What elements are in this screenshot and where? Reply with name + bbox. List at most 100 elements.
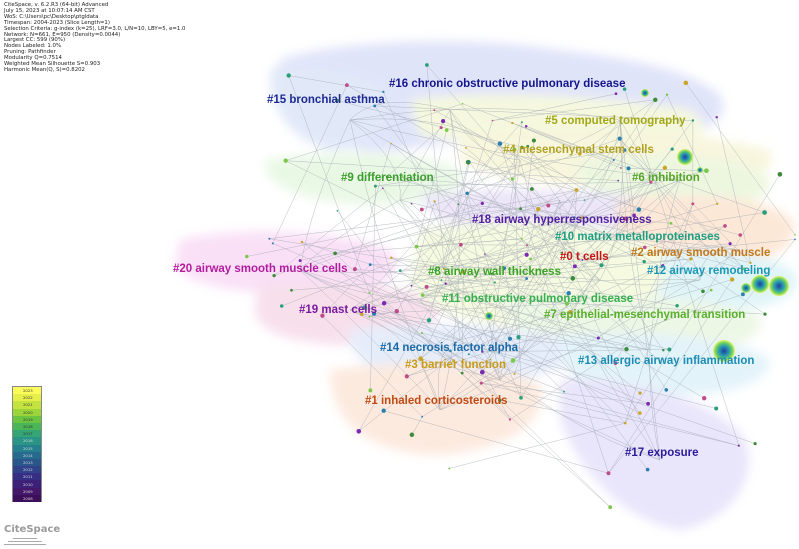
network-edge [391,257,616,364]
network-node [336,209,339,212]
label-c7[interactable]: #7 epithelial-mesenchymal transition [544,309,745,321]
network-edge [469,161,741,236]
network-node [638,391,642,395]
network-node [617,136,622,141]
label-c19[interactable]: #19 mast cells [299,304,377,316]
network-node [481,350,484,353]
network-node [444,128,449,132]
label-c20[interactable]: #20 airway smooth muscle cells [173,263,348,275]
legend-year-row: 2022 [13,394,41,402]
network-node [290,288,293,292]
label-c5[interactable]: #5 computed tomography [545,115,686,127]
label-c10[interactable]: #10 matrix metalloproteinases [555,231,720,243]
label-c18[interactable]: #18 airway hyperresponsiveness [472,214,652,226]
network-node [701,289,705,294]
label-c13[interactable]: #13 allergic airway inflammation [578,355,754,367]
network-edge [439,109,460,411]
network-edge [481,294,743,384]
network-node [580,216,584,220]
network-edge [553,199,561,241]
label-c9[interactable]: #9 differentiation [341,172,434,184]
network-node [440,279,443,281]
network-edge [465,147,539,210]
network-edge [349,108,621,121]
network-node [661,264,665,268]
network-edge [599,119,623,281]
label-c11[interactable]: #11 obstructive pulmonary disease [442,293,633,305]
network-edge [426,64,549,206]
large-citation-rings [485,89,789,362]
network-node [716,202,719,205]
network-node [433,200,436,203]
network-node [457,203,460,206]
label-c15[interactable]: #15 bronchial asthma [267,94,385,106]
network-edge [445,254,527,284]
info-line: Network: N=661, E=950 (Density=0.0044) [4,31,121,38]
network-edge [322,315,423,417]
network-node [568,309,573,315]
label-c16[interactable]: #16 chronic obstructive pulmonary diseas… [389,78,625,90]
network-node [638,411,642,415]
label-c3[interactable]: #3 barrier function [405,359,506,371]
label-c14[interactable]: #14 necrosis factor alpha [380,342,519,354]
network-edge [349,309,441,411]
network-edge [619,119,651,351]
info-line: July 15, 2023 at 10:07:14 AM CST [4,7,95,14]
legend-year-row: 2017 [13,430,41,438]
node-ring-epithelial [485,312,493,320]
network-node [777,171,783,177]
network-edge [492,93,617,121]
legend-year-row: 2008 [13,494,41,502]
network-node [381,301,387,306]
network-node [536,206,541,212]
network-edge [450,350,611,508]
node-ring-allergic [713,340,735,362]
network-node [461,102,464,105]
network-node [643,245,647,250]
label-c12[interactable]: #12 airway remodeling [647,265,770,277]
network-edge [299,269,421,301]
network-edge [285,103,463,161]
network-node [352,267,357,272]
label-c6[interactable]: #6 inhibition [632,172,700,184]
network-node [368,291,371,294]
network-node [401,176,404,178]
network-edge [364,307,756,444]
label-c1[interactable]: #1 inhaled corticosteroids [365,395,508,407]
label-c8[interactable]: #8 airway wall thickness [428,266,561,278]
label-c17[interactable]: #17 exposure [625,447,699,459]
node-ring-remodeling-2 [769,276,789,296]
year-color-legend: 2023 2022 2021 2020 2019 2018 2017 2016 2015 2014… [12,386,42,502]
network-node [300,240,304,244]
network-node [531,138,536,143]
network-edge [458,203,671,224]
legend-year-row: 2012 [13,466,41,474]
network-node [467,353,470,356]
label-c4[interactable]: #4 mesenchymal stem cells [503,144,654,156]
network-node [520,121,523,124]
network-node [510,358,516,363]
network-edge [459,339,661,461]
network-edge [434,201,522,398]
network-node [414,244,419,249]
label-c0[interactable]: #0 t cells [560,251,609,263]
network-node [507,336,513,341]
network-node [730,277,735,282]
network-edge [459,199,561,341]
network-edge [291,273,492,291]
network-edge [520,181,652,398]
network-node [529,257,532,261]
info-line: Pruning: Pathfinder [4,49,56,56]
network-edge [526,126,614,161]
label-c2[interactable]: #2 airway smooth muscle [631,247,770,259]
network-node [513,372,516,375]
network-node [404,374,409,379]
network-node [664,388,669,392]
info-line: Weighted Mean Silhouette S=0.903 [4,61,101,68]
network-edge [619,138,745,270]
network-edge [299,269,501,381]
network-node [373,104,377,108]
legend-year-label: 2010 [23,481,33,487]
network-node [658,359,661,362]
legend-year-label: 2021 [23,402,33,408]
